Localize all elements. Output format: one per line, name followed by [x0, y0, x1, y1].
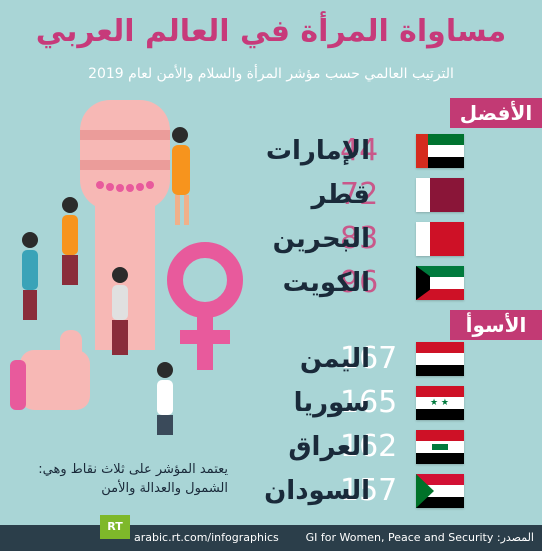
yemen-flag	[416, 342, 464, 376]
country-name: البحرين	[272, 224, 370, 254]
illustration	[10, 100, 243, 435]
note-line: يعتمد المؤشر على ثلاث نقاط وهي:	[38, 462, 228, 477]
index-note: يعتمد المؤشر على ثلاث نقاط وهي: الشمول و…	[8, 460, 228, 498]
worst-label: الأسوأ	[450, 310, 542, 340]
footer: RT arabic.rt.com/infographics المصدر: GI…	[0, 515, 542, 551]
woman-figure-icon	[22, 232, 38, 320]
country-row: 96 الكويت	[242, 266, 542, 304]
country-row: 83 البحرين	[242, 222, 542, 260]
country-row: 72 قطر	[242, 178, 542, 216]
woman-figure-icon	[112, 267, 128, 355]
best-label: الأفضل	[450, 98, 542, 128]
woman-figure-icon	[157, 362, 173, 435]
page-subtitle: الترتيب العالمي حسب مؤشر المرأة والسلام …	[88, 66, 454, 82]
woman-figure-icon	[172, 127, 190, 225]
country-row: ★ ★ 165 سوريا	[242, 386, 542, 424]
country-row: 44 الإمارات	[242, 134, 542, 172]
site-link[interactable]: arabic.rt.com/infographics	[134, 531, 279, 544]
syria-flag: ★ ★	[416, 386, 464, 420]
rt-logo: RT	[100, 515, 130, 539]
note-line: الشمول والعدالة والأمن	[101, 481, 228, 496]
kuwait-flag	[416, 266, 464, 300]
sudan-flag	[416, 474, 464, 508]
rank-value: 165	[340, 385, 398, 420]
uae-flag	[416, 134, 464, 168]
country-name: الكويت	[282, 268, 370, 298]
country-name: قطر	[311, 180, 370, 210]
country-name: السودان	[264, 476, 370, 506]
thumbs-up-icon	[10, 330, 90, 410]
rank-value: 157	[340, 473, 398, 508]
rank-value: 83	[340, 221, 379, 256]
country-row: 167 اليمن	[242, 342, 542, 380]
source-text: المصدر: GI for Women, Peace and Security	[305, 531, 534, 544]
rank-value: 96	[340, 265, 379, 300]
iraq-flag	[416, 430, 464, 464]
rank-value: 44	[340, 133, 379, 168]
qatar-flag	[416, 178, 464, 212]
rank-value: 167	[340, 341, 398, 376]
country-name: الإمارات	[265, 136, 370, 166]
raised-fist-icon	[80, 100, 170, 350]
rank-value: 162	[340, 429, 398, 464]
female-symbol-icon	[167, 242, 243, 370]
country-name: العراق	[288, 432, 370, 462]
page-title: مساواة المرأة في العالم العربي	[35, 14, 507, 49]
country-row: 157 السودان	[242, 474, 542, 512]
country-name: سوريا	[293, 388, 370, 418]
country-row: 162 العراق	[242, 430, 542, 468]
bahrain-flag	[416, 222, 464, 256]
rank-value: 72	[340, 177, 379, 212]
woman-figure-icon	[62, 197, 78, 285]
country-name: اليمن	[299, 344, 370, 374]
